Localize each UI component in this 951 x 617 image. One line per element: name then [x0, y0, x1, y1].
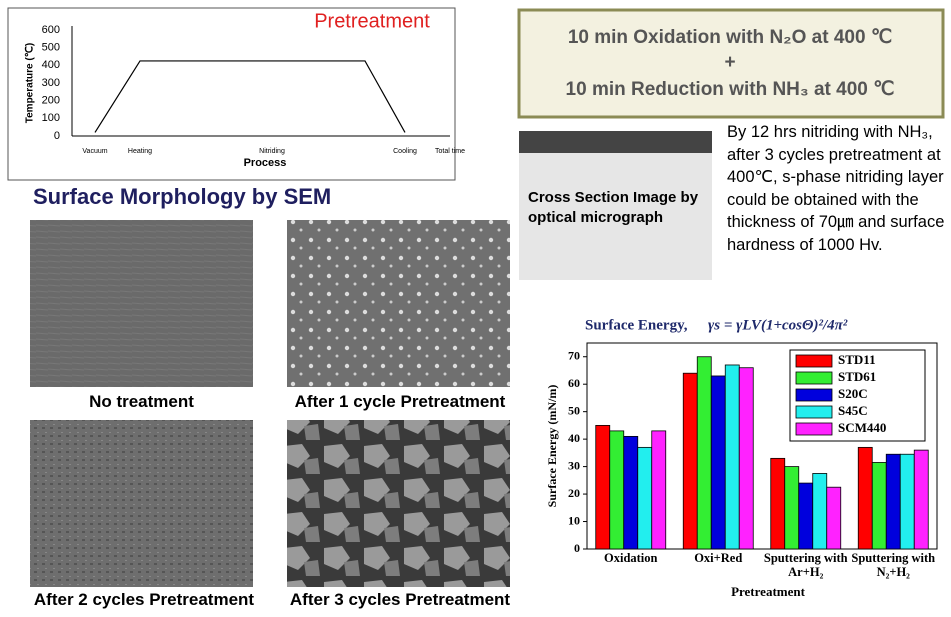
sem-caption: No treatment	[89, 392, 194, 411]
x-tick-label: Cooling	[393, 148, 417, 155]
y-tick-label: 0	[574, 541, 580, 555]
sem-caption: After 1 cycle Pretreatment	[294, 392, 506, 411]
bar	[609, 430, 625, 550]
x-axis-label: Pretreatment	[731, 584, 806, 599]
x-tick-label: Oxidation	[604, 551, 658, 565]
bar	[623, 435, 639, 550]
legend-swatch	[795, 422, 833, 436]
legend-label: STD11	[838, 352, 876, 367]
bar	[899, 453, 915, 550]
x-tick-label: Oxi+Red	[694, 551, 743, 565]
legend-swatch	[795, 371, 833, 385]
legend-swatch	[795, 354, 833, 368]
x-tick-label: Sputtering with Ar+H₂	[763, 551, 848, 579]
y-tick-label: 0	[54, 130, 60, 142]
process-box	[517, 8, 945, 119]
x-tick-label: Nitriding	[259, 148, 285, 155]
y-tick-label: 200	[42, 95, 60, 107]
chart-formula: γs = γLV(1+cosΘ)²/4π²	[708, 317, 848, 333]
bar	[724, 364, 740, 550]
y-tick-label: 500	[42, 42, 60, 54]
bar	[595, 424, 611, 550]
y-tick-label: 10	[568, 513, 580, 527]
legend-swatch	[795, 405, 833, 419]
legend-label: STD61	[838, 369, 876, 384]
y-tick-label: 50	[568, 403, 580, 417]
micrograph-layer	[519, 131, 712, 153]
micrograph-label: Cross Section Image by optical micrograp…	[528, 189, 699, 226]
bar	[637, 446, 653, 550]
bar	[696, 356, 712, 550]
bar	[871, 462, 887, 550]
sem-image	[287, 420, 510, 587]
data-line	[94, 60, 406, 133]
bar	[770, 457, 786, 550]
y-axis-label: Surface Energy (mN/m)	[545, 385, 559, 508]
micrograph-image	[519, 131, 712, 280]
bar	[812, 473, 828, 550]
process-line: 10 min Reduction with NH₃ at 400 ℃	[566, 79, 895, 100]
sem-image	[30, 420, 253, 587]
y-tick-label: 70	[568, 348, 580, 362]
sem-image	[287, 220, 510, 387]
sem-caption: After 2 cycles Pretreatment	[33, 590, 255, 609]
legend-label: SCM440	[838, 420, 886, 435]
y-tick-label: 60	[568, 376, 580, 390]
x-tick-label: Total time	[435, 148, 465, 155]
y-tick-label: 20	[568, 486, 580, 500]
bar	[682, 372, 698, 550]
y-tick-label: 30	[568, 458, 580, 472]
bar	[857, 446, 873, 550]
bar	[826, 486, 842, 550]
y-tick-label: 600	[42, 24, 60, 36]
process-line: +	[724, 52, 735, 73]
y-tick-label: 300	[42, 77, 60, 89]
bar	[798, 482, 814, 550]
y-tick-label: 100	[42, 112, 60, 124]
sem-image	[30, 220, 253, 387]
legend-label: S45C	[838, 403, 868, 418]
summary-text: By 12 hrs nitriding with NH₃, after 3 cy…	[727, 123, 945, 254]
x-tick-label: Vacuum	[82, 148, 107, 155]
chart-title: Surface Energy,	[585, 317, 688, 333]
x-tick-label: Sputtering with N₂+H₂	[851, 551, 936, 579]
sem-caption: After 3 cycles Pretreatment	[289, 590, 511, 609]
y-tick-label: 400	[42, 59, 60, 71]
y-tick-label: 40	[568, 431, 580, 445]
bar	[784, 466, 800, 550]
chart-title: Pretreatment	[314, 10, 430, 32]
plot-frame	[586, 342, 938, 550]
bar	[738, 367, 754, 550]
legend-label: S20C	[838, 386, 868, 401]
x-axis-label: Process	[244, 157, 287, 169]
y-axis-label: Temperature (℃)	[25, 43, 36, 124]
sem-title: Surface Morphology by SEM	[33, 184, 331, 209]
bar	[885, 453, 901, 550]
bar	[710, 375, 726, 550]
bar	[651, 430, 667, 550]
bar	[913, 449, 929, 550]
x-tick-label: Heating	[128, 148, 152, 155]
process-line: 10 min Oxidation with N₂O at 400 ℃	[568, 27, 892, 48]
pretreatment-chart-frame	[7, 7, 456, 181]
legend-swatch	[795, 388, 833, 402]
